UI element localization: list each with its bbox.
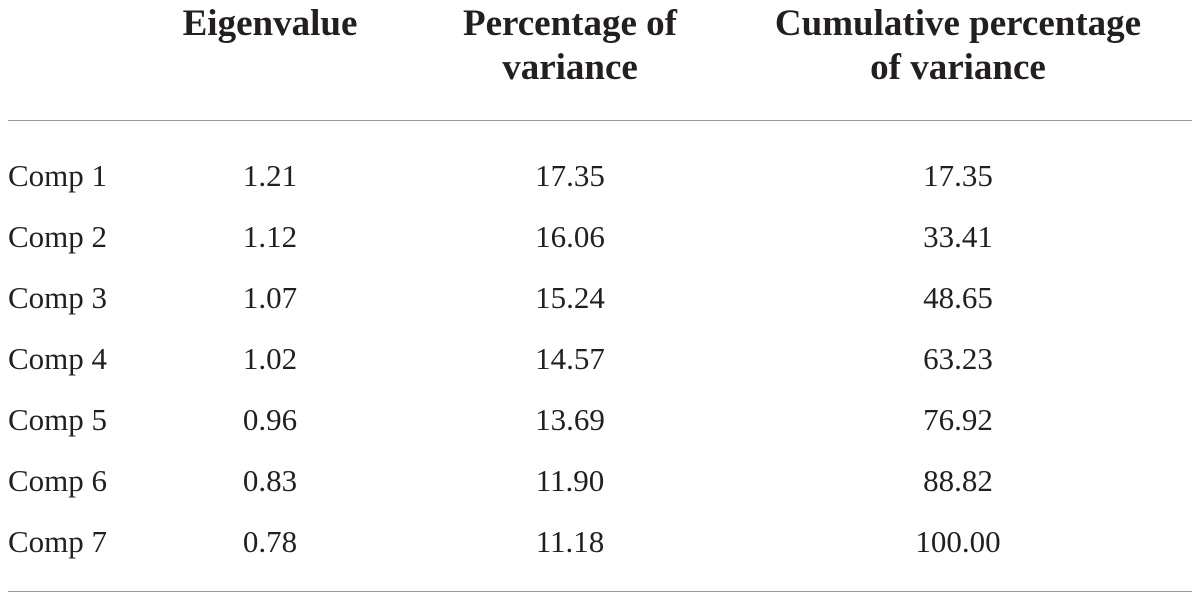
cumulative-cell: 63.23	[923, 341, 993, 376]
cumulative-cell: 17.35	[923, 158, 993, 193]
component-cell: Comp 1	[8, 158, 108, 193]
table-row: Comp 6 0.83 11.90 88.82	[0, 455, 1200, 516]
eigenvalue-cell: 0.96	[242, 402, 298, 437]
table-body: Comp 1 1.21 17.35 17.35 Comp 2 1.12 16.0…	[0, 150, 1200, 577]
percentage-cell: 17.35	[535, 158, 605, 193]
header-cumulative-line1: Cumulative percentage	[774, 3, 1142, 44]
cumulative-cell: 48.65	[923, 280, 993, 315]
table-bottom-rule	[8, 591, 1192, 592]
table-row: Comp 4 1.02 14.57 63.23	[0, 333, 1200, 394]
cumulative-cell: 76.92	[923, 402, 993, 437]
eigenvalue-cell: 0.83	[242, 463, 298, 498]
eigenvalue-cell: 1.21	[242, 158, 298, 193]
component-cell: Comp 6	[8, 463, 108, 498]
cumulative-cell: 88.82	[923, 463, 993, 498]
percentage-cell: 13.69	[535, 402, 605, 437]
component-cell: Comp 2	[8, 219, 108, 254]
eigenvalue-cell: 1.02	[242, 341, 298, 376]
header-cumulative-percentage: Cumulative percentage of variance	[733, 2, 1183, 90]
component-cell: Comp 3	[8, 280, 108, 315]
header-percentage-of-variance: Percentage of of variance variance	[420, 2, 720, 90]
table-row: Comp 3 1.07 15.24 48.65	[0, 272, 1200, 333]
component-cell: Comp 7	[8, 524, 108, 559]
header-eigenvalue: Eigenvalue	[170, 2, 370, 46]
percentage-cell: 14.57	[535, 341, 605, 376]
header-percentage-line1: Percentage of	[462, 3, 677, 44]
component-cell: Comp 5	[8, 402, 108, 437]
table-row: Comp 2 1.12 16.06 33.41	[0, 211, 1200, 272]
cumulative-cell: 33.41	[923, 219, 993, 254]
component-cell: Comp 4	[8, 341, 108, 376]
eigenvalue-cell: 1.12	[242, 219, 298, 254]
header-eigenvalue-line1: Eigenvalue	[182, 3, 358, 44]
table-row: Comp 7 0.78 11.18 100.00	[0, 516, 1200, 577]
table-row: Comp 1 1.21 17.35 17.35	[0, 150, 1200, 211]
eigenvalue-cell: 1.07	[242, 280, 298, 315]
percentage-cell: 15.24	[535, 280, 605, 315]
eigenvalue-cell: 0.78	[242, 524, 298, 559]
percentage-cell: 11.18	[535, 524, 605, 559]
percentage-cell: 11.90	[535, 463, 605, 498]
header-percentage-line2-text: variance	[502, 47, 638, 88]
table-row: Comp 5 0.96 13.69 76.92	[0, 394, 1200, 455]
header-divider	[8, 120, 1192, 121]
header-cumulative-line2: of variance	[870, 47, 1046, 88]
percentage-cell: 16.06	[535, 219, 605, 254]
cumulative-cell: 100.00	[915, 524, 1001, 559]
table-header: Eigenvalue Percentage of of variance var…	[0, 0, 1200, 120]
